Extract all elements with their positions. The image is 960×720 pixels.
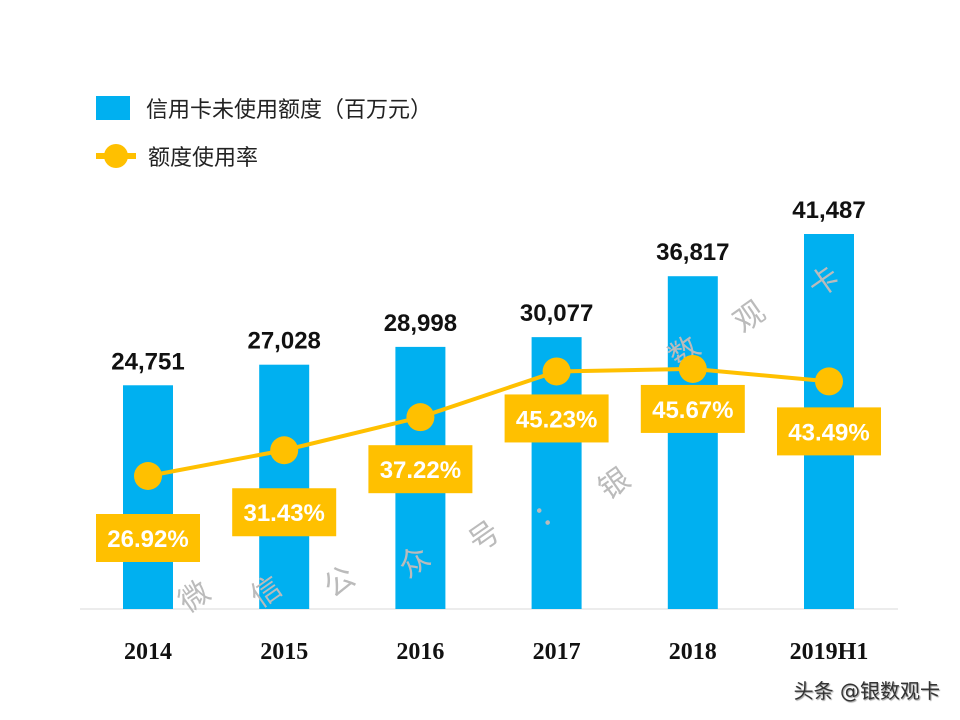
line-point-2018 [678, 354, 707, 383]
x-tick-label: 2016 [396, 639, 444, 665]
watermark-char: 微 [172, 574, 217, 620]
bar-2014 [123, 385, 173, 609]
watermark-char: 银 [592, 461, 637, 507]
line-point-2016 [406, 403, 435, 432]
line-series [147, 366, 830, 478]
legend-swatch-bar [96, 96, 130, 120]
line-point-2019H1 [815, 367, 843, 396]
line-label-box [96, 514, 200, 562]
x-tick-label: 2017 [533, 639, 581, 665]
line-value-label: 45.23% [516, 406, 597, 433]
line-label-box [504, 394, 609, 443]
bar-value-label: 28,998 [384, 310, 457, 337]
line-value-label: 31.43% [243, 500, 324, 527]
legend-item-bar: 信用卡未使用额度（百万元） [96, 92, 432, 124]
line-label-box [368, 445, 473, 494]
x-tick-label: 2019H1 [790, 639, 869, 665]
watermark-char: 观 [727, 294, 772, 340]
bar-2018 [667, 276, 718, 609]
line-label-box [640, 384, 745, 433]
x-tick-label: 2014 [124, 639, 172, 665]
bar-value-label: 41,487 [792, 197, 865, 224]
x-tick-label: 2015 [260, 639, 308, 665]
line-point-2015 [270, 436, 299, 465]
watermark-char: 公 [317, 559, 362, 605]
legend-swatch-line [96, 144, 136, 168]
x-tick-label: 2018 [669, 639, 717, 665]
bar-value-label: 27,028 [247, 328, 320, 355]
line-point-2014 [134, 462, 162, 490]
line-value-label: 45.67% [652, 397, 733, 424]
line-label-box [777, 407, 881, 456]
line-label-box [232, 488, 337, 537]
line-value-label: 43.49% [788, 419, 869, 446]
bar-value-label: 36,817 [656, 239, 729, 266]
legend-label-bar: 信用卡未使用额度（百万元） [146, 98, 433, 123]
legend-item-line: 额度使用率 [96, 140, 258, 172]
bar-2015 [259, 364, 310, 609]
credit-text: 头条 @银数观卡 [793, 679, 940, 703]
line-value-label: 37.22% [380, 457, 461, 484]
bar-value-label: 30,077 [520, 300, 593, 327]
line-value-label: 26.92% [107, 526, 188, 553]
line-point-2017 [542, 357, 571, 386]
bar-value-label: 24,751 [111, 348, 184, 375]
legend-label-line: 额度使用率 [148, 146, 259, 171]
watermark-char: 号 [462, 514, 507, 560]
